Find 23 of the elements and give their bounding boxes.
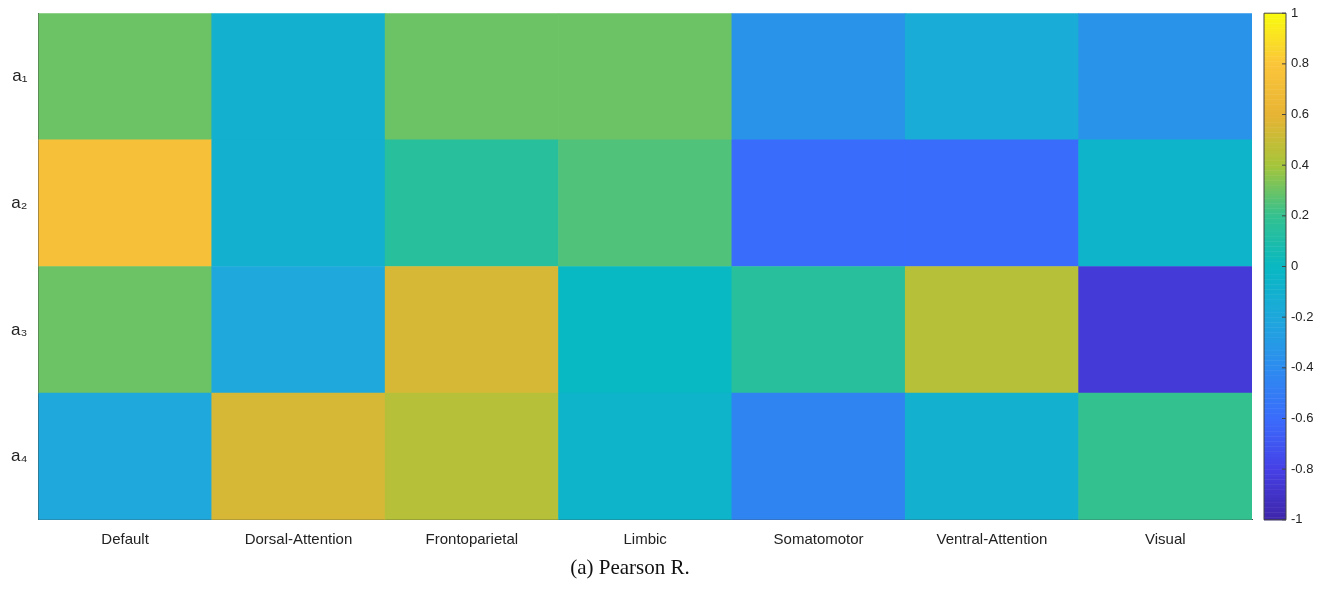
color-bar-label: -1 <box>1291 511 1303 527</box>
color-bar-label: 0.4 <box>1291 156 1310 172</box>
text: (a) Pearson R. <box>570 554 690 579</box>
y-tick-label: a₂ <box>11 192 28 212</box>
y-tick-label: a₄ <box>10 446 28 466</box>
x-tick-label: Default <box>101 529 150 547</box>
color-bar-label: -0.6 <box>1291 410 1314 426</box>
color-bar-label: 0.6 <box>1291 106 1310 122</box>
x-tick-label: Limbic <box>623 529 668 547</box>
x-tick-label: Visual <box>1145 529 1186 547</box>
y-tick-label: a₁ <box>12 66 28 86</box>
color-bar-label: -0.2 <box>1291 308 1314 324</box>
color-bar-label: 0.8 <box>1291 55 1310 71</box>
x-tick-label: Ventral-Attention <box>936 529 1048 547</box>
color-bar-label: -0.4 <box>1291 359 1314 375</box>
x-tick-label: Somatomotor <box>773 529 864 547</box>
color-bar-label: 0 <box>1291 258 1299 274</box>
color-bar-label: -0.8 <box>1291 460 1314 476</box>
color-bar-label: 1 <box>1291 4 1299 20</box>
x-tick-label: Frontoparietal <box>425 529 519 547</box>
color-bar-label: 0.2 <box>1291 207 1310 223</box>
x-tick-label: Dorsal-Attention <box>244 529 353 547</box>
y-tick-label: a₃ <box>11 319 28 339</box>
